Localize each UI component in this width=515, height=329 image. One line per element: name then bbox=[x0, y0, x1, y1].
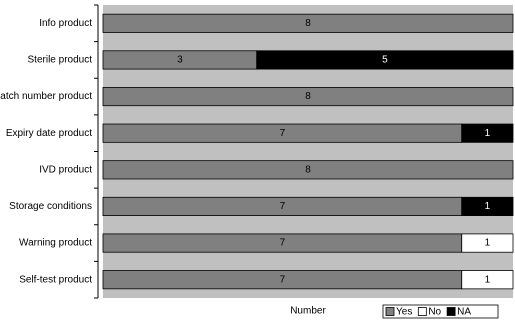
data-label: 7 bbox=[280, 201, 286, 212]
data-label: 8 bbox=[305, 164, 311, 175]
bar-segment bbox=[102, 87, 514, 107]
bar-segment bbox=[461, 196, 514, 216]
bar-segment bbox=[461, 270, 514, 290]
y-tick-label: Batch number product bbox=[0, 91, 92, 102]
plot-area bbox=[103, 5, 513, 298]
bar-segment bbox=[102, 160, 514, 180]
data-label: 8 bbox=[305, 18, 311, 29]
legend-swatch bbox=[385, 307, 395, 316]
y-tick-label: IVD product bbox=[39, 164, 92, 175]
legend-swatch bbox=[417, 307, 427, 316]
legend-swatch bbox=[446, 307, 456, 316]
data-label: 1 bbox=[485, 201, 491, 212]
legend-label: No bbox=[428, 307, 441, 318]
legend-label: NA bbox=[457, 307, 471, 318]
bar-segment bbox=[461, 233, 514, 253]
data-label: 7 bbox=[280, 274, 286, 285]
data-label: 1 bbox=[485, 238, 491, 249]
data-label: 7 bbox=[280, 128, 286, 139]
bar-segment bbox=[102, 13, 514, 33]
y-tick-label: Storage conditions bbox=[9, 201, 92, 212]
y-tick-label: Sterile product bbox=[28, 55, 93, 66]
x-axis-label: Number bbox=[290, 306, 326, 317]
legend-box bbox=[382, 304, 499, 319]
y-tick-label: Expiry date product bbox=[6, 128, 92, 139]
data-label: 8 bbox=[305, 91, 311, 102]
data-label: 5 bbox=[382, 55, 388, 66]
data-label: 3 bbox=[177, 55, 183, 66]
y-tick-label: Self-test product bbox=[19, 274, 92, 285]
y-tick-label: Warning product bbox=[19, 238, 92, 249]
data-label: 1 bbox=[485, 274, 491, 285]
bar-segment bbox=[256, 50, 514, 70]
data-label: 1 bbox=[485, 128, 491, 139]
legend-label: Yes bbox=[396, 307, 412, 318]
data-label: 7 bbox=[280, 238, 286, 249]
bar-segment bbox=[461, 123, 514, 143]
y-tick-label: Info product bbox=[39, 18, 92, 29]
